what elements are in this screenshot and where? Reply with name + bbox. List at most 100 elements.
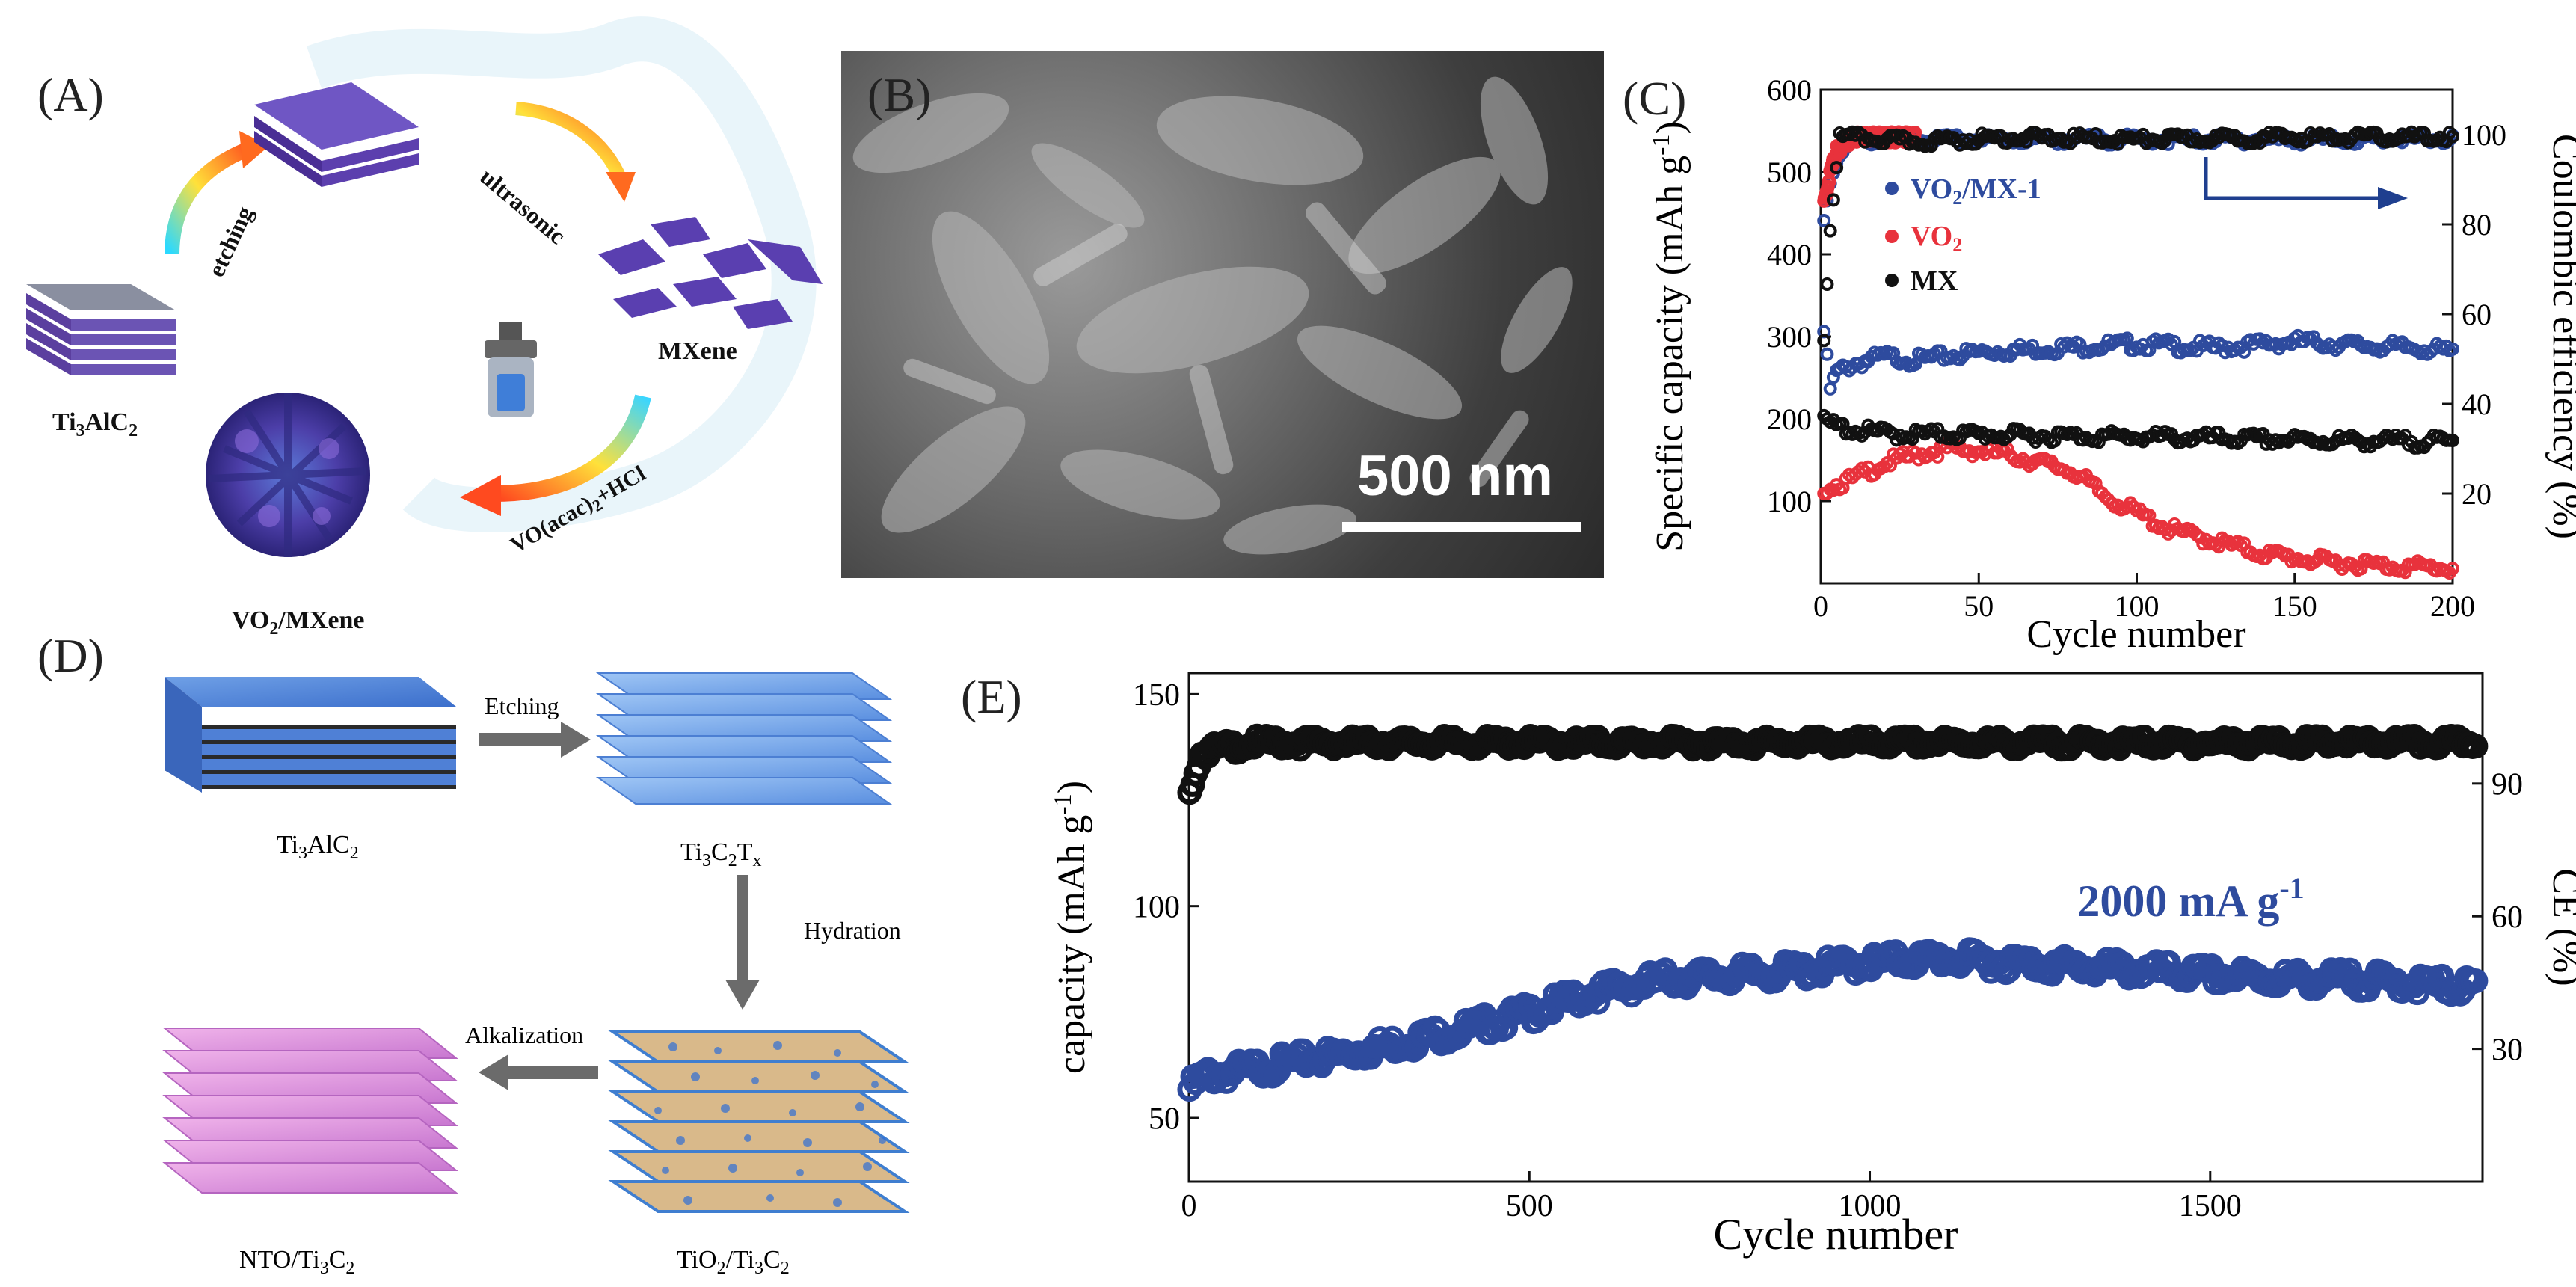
x-tick-label: 0 <box>1181 1189 1197 1223</box>
ti3c2tx-stack-icon <box>595 672 893 805</box>
panel-d-schematic: Ti3AlC2 Etching Ti3C2Tx Hydration <box>162 672 910 1278</box>
panel-label-b: (B) <box>867 68 932 121</box>
legend-label-vo2-mx-1: VO2/MX-1 <box>1911 173 2041 209</box>
series-mx-capacity <box>1817 408 2459 455</box>
data-point <box>1830 161 1844 175</box>
y-left-tick-label: 200 <box>1767 402 1812 436</box>
legend-marker-mx <box>1885 274 1899 287</box>
ultrasonic-arrow <box>515 102 627 182</box>
etching-step-arrowhead-icon <box>561 722 591 758</box>
y-left-tick-label: 50 <box>1149 1102 1180 1137</box>
y-right-tick-label: 40 <box>2462 387 2492 421</box>
etching-arrow <box>165 142 250 255</box>
panel-label-d: (D) <box>37 629 104 682</box>
hydrothermal-arrowhead-icon <box>460 475 501 516</box>
data-point <box>2120 331 2134 345</box>
y-left-tick-label: 600 <box>1767 73 1812 107</box>
d-label-ti3c2tx: Ti3C2Tx <box>680 838 762 870</box>
data-point <box>1820 277 1834 292</box>
y-left-tick-label: 400 <box>1767 238 1812 271</box>
y-left-tick-label: 300 <box>1767 320 1812 354</box>
data-point <box>2193 530 2207 544</box>
vo2-mxene-label: VO2/MXene <box>232 606 365 639</box>
legend-label-mx: MX <box>1911 265 1958 297</box>
data-point <box>2463 734 2489 759</box>
data-point <box>1826 193 1840 207</box>
sem-image: 500 nm <box>841 51 1604 578</box>
y-right-tick-label: 80 <box>2462 208 2492 242</box>
data-point <box>1826 370 1840 384</box>
x-tick-label: 1500 <box>2179 1189 2242 1223</box>
nto-ti3c2-stack-icon <box>162 1028 458 1194</box>
data-point <box>1817 214 1831 228</box>
chart-c-xlabel: Cycle number <box>2026 613 2245 656</box>
chart-c-ylabel-right: Coulombic efficiency (%) <box>2545 134 2576 539</box>
series-mx-ce <box>1817 125 2459 348</box>
data-point <box>1817 334 1831 348</box>
d-label-nto-ti3c2: NTO/Ti3C2 <box>239 1246 354 1278</box>
chart-e: 0 500 1000 1500 50 100 150 30 60 90 2000 mA g-1 c… <box>1049 672 2576 1259</box>
chart-c-legend: VO2/MX-1 VO2 MX <box>1885 173 2041 297</box>
x-tick-label: 200 <box>2430 589 2475 623</box>
vo2-mxene-flower-icon <box>206 393 370 557</box>
autoclave-icon <box>485 322 537 417</box>
panel-a-schematic: Ti3AlC2 etching ultrasonic MXene VO(acac… <box>26 16 823 639</box>
etching-step-arrow <box>479 733 561 746</box>
data-point <box>1820 347 1834 361</box>
legend-label-vo2: VO2 <box>1911 221 1962 256</box>
right-axis-arrow <box>2204 157 2378 200</box>
right-axis-arrowhead-icon <box>2378 187 2408 209</box>
x-tick-label: 100 <box>2115 589 2160 623</box>
legend-marker-vo2-mx-1 <box>1885 182 1899 195</box>
y-right-tick-label: 60 <box>2462 298 2492 331</box>
chart-e-ylabel-right: CE (%) <box>2545 868 2576 986</box>
data-point <box>2446 433 2459 447</box>
etching-label: etching <box>202 202 258 280</box>
scale-bar-label: 500 nm <box>1357 444 1553 508</box>
d-label-ti3alc2: Ti3AlC2 <box>277 831 359 863</box>
y-right-tick-label: 20 <box>2462 477 2492 511</box>
x-tick-label: 0 <box>1813 589 1828 623</box>
y-left-tick-label: 500 <box>1767 156 1812 189</box>
data-point <box>2019 135 2033 149</box>
tio2-ti3c2-stack-icon <box>608 1030 910 1213</box>
chart-e-annotation: 2000 mA g-1 <box>2077 871 2304 926</box>
panel-label-c: (C) <box>1623 72 1687 125</box>
y-left-tick-label: 100 <box>1133 890 1180 924</box>
panel-label-a: (A) <box>37 68 104 121</box>
y-right-tick-label: 100 <box>2462 118 2506 152</box>
y-right-tick-label: 30 <box>2492 1033 2523 1067</box>
sem-texture <box>852 76 1573 555</box>
panel-label-e: (E) <box>961 670 1022 723</box>
ti3alc2-label: Ti3AlC2 <box>52 408 138 440</box>
x-tick-label: 150 <box>2272 589 2317 623</box>
hydration-step-arrow <box>737 875 748 980</box>
d-step-hydration: Hydration <box>804 917 901 944</box>
legend-marker-vo2 <box>1885 230 1899 243</box>
etching-arrowhead-icon <box>239 131 269 168</box>
ultrasonic-arrowhead-icon <box>606 172 636 202</box>
data-point <box>1823 224 1837 238</box>
mxene-label: MXene <box>658 337 737 365</box>
data-point <box>2446 129 2459 144</box>
data-point <box>2215 339 2229 353</box>
x-tick-label: 500 <box>1506 1189 1553 1223</box>
chart-e-ylabel-left: capacity (mAh g-1) <box>1049 781 1093 1074</box>
data-point <box>1817 325 1831 339</box>
chart-c-ylabel-left: Specific capacity (mAh g-1) <box>1647 121 1691 552</box>
mxene-flakes-icon <box>598 217 823 329</box>
scale-bar <box>1342 522 1581 532</box>
ultrasonic-label: ultrasonic <box>476 163 571 250</box>
chart-c: 0 50 100 150 200 100 200 300 400 500 600 20 40 60 80 10… <box>1647 73 2576 656</box>
d-step-etching: Etching <box>485 692 559 719</box>
series-ce <box>1177 723 2489 805</box>
chart-e-xlabel: Cycle number <box>1714 1210 1958 1259</box>
d-step-alkalization: Alkalization <box>465 1022 583 1048</box>
series-vo2-mx-1-capacity <box>1817 325 2459 396</box>
data-point <box>2446 342 2459 356</box>
x-tick-label: 50 <box>1964 589 1994 623</box>
x-tick-label: 1000 <box>1839 1189 1902 1223</box>
ti3alc2-stack-icon <box>26 284 176 375</box>
y-right-tick-label: 90 <box>2492 768 2523 802</box>
hydration-step-arrowhead-icon <box>725 980 760 1010</box>
